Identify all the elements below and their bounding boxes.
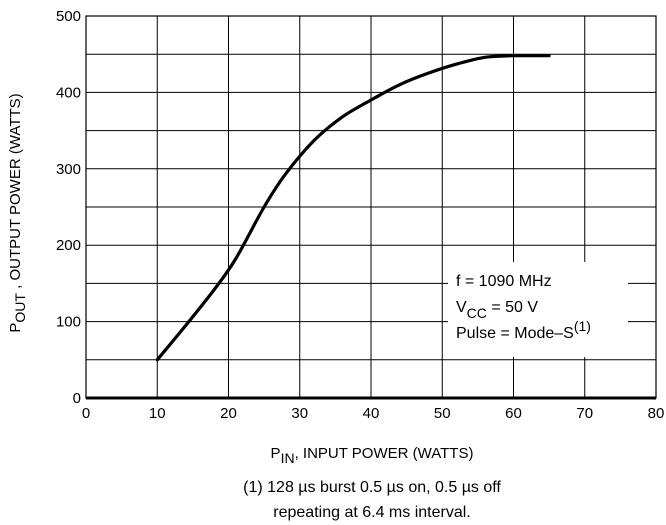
series-line bbox=[155, 54, 551, 362]
x-tick-label: 70 bbox=[576, 405, 593, 422]
x-tick-label: 30 bbox=[291, 405, 308, 422]
y-tick-labels: 0 100 200 300 400 500 bbox=[56, 8, 81, 407]
x-tick-label: 10 bbox=[149, 405, 166, 422]
footnote-line-1: (1) 128 µs burst 0.5 µs on, 0.5 µs off bbox=[243, 479, 501, 496]
y-tick-label: 100 bbox=[56, 314, 81, 331]
x-tick-label: 60 bbox=[505, 405, 522, 422]
x-tick-label: 20 bbox=[220, 405, 237, 422]
annotation-pulse: Pulse = Mode–S(1) bbox=[456, 318, 591, 342]
x-tick-label: 80 bbox=[648, 405, 665, 422]
x-tick-label: 40 bbox=[363, 405, 380, 422]
y-tick-label: 500 bbox=[56, 8, 81, 25]
x-tick-labels: 0 10 20 30 40 50 60 70 80 bbox=[82, 405, 665, 422]
plot-frame bbox=[85, 15, 657, 400]
y-tick-label: 0 bbox=[73, 390, 81, 407]
annotation-frequency: f = 1090 MHz bbox=[456, 273, 552, 290]
y-tick-label: 200 bbox=[56, 237, 81, 254]
footnote-line-2: repeating at 6.4 ms interval. bbox=[273, 504, 470, 521]
y-tick-label: 300 bbox=[56, 161, 81, 178]
y-tick-label: 400 bbox=[56, 84, 81, 101]
annotation-background bbox=[448, 262, 628, 357]
x-tick-label: 50 bbox=[434, 405, 451, 422]
x-tick-label: 0 bbox=[82, 405, 90, 422]
annotation-vcc: VCC = 50 V bbox=[456, 299, 538, 321]
annotation-box: f = 1090 MHz VCC = 50 V Pulse = Mode–S(1… bbox=[448, 262, 628, 357]
x-axis-title: PIN, INPUT POWER (WATTS) bbox=[271, 445, 474, 466]
y-axis-title: POUT , OUTPUT POWER (WATTS) bbox=[7, 93, 28, 332]
grid-lines bbox=[86, 16, 656, 398]
